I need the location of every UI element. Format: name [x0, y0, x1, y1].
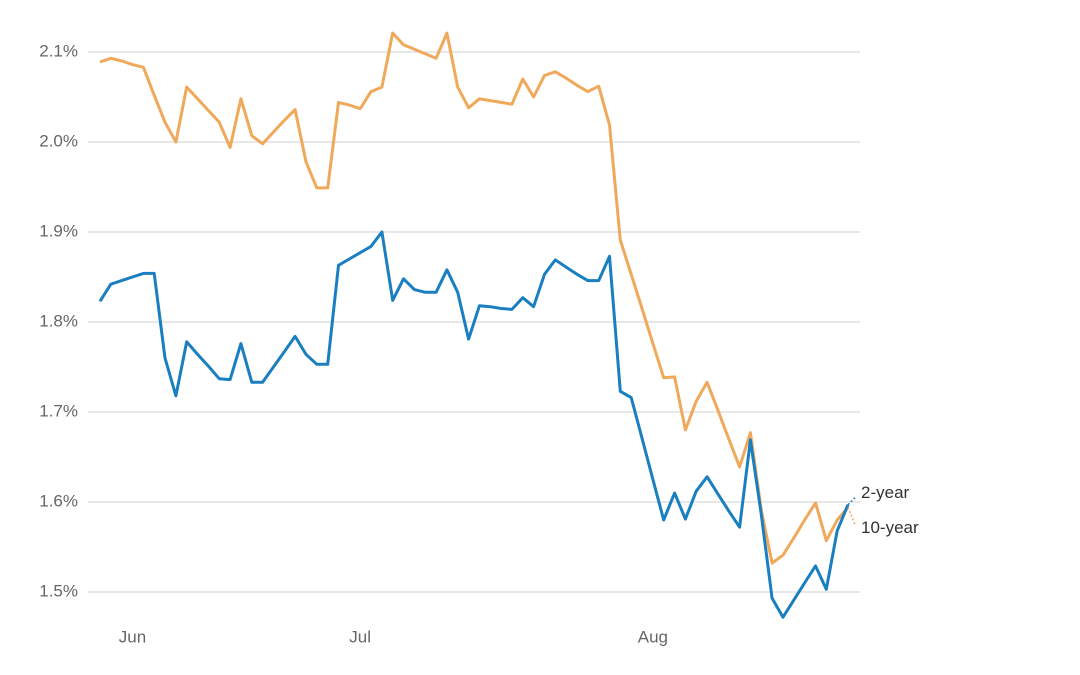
label-connector: [847, 497, 856, 506]
y-tick-label: 1.8%: [39, 311, 78, 330]
series-line: [98, 230, 850, 619]
x-tick-label: Jul: [349, 627, 371, 646]
series-label: 10-year: [861, 518, 919, 537]
x-tick-label: Aug: [638, 627, 668, 646]
y-tick-label: 1.7%: [39, 401, 78, 420]
series-label: 2-year: [861, 483, 910, 502]
x-tick-label: Jun: [119, 627, 146, 646]
y-tick-label: 2.1%: [39, 41, 78, 60]
label-connector: [847, 507, 856, 525]
series-line: [99, 31, 850, 565]
y-tick-label: 1.5%: [39, 581, 78, 600]
y-tick-label: 2.0%: [39, 131, 78, 150]
y-tick-label: 1.9%: [39, 221, 78, 240]
y-tick-label: 1.6%: [39, 491, 78, 510]
